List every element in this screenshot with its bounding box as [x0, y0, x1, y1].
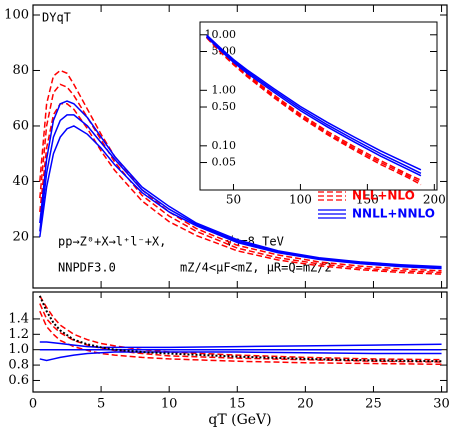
series-line — [39, 69, 442, 272]
x-tick-label: 200 — [423, 193, 446, 207]
x-tick-label: 25 — [365, 397, 382, 412]
y-tick-label: 20 — [12, 229, 29, 244]
x-tick-label: 30 — [433, 397, 450, 412]
y-tick-label: 0.10 — [212, 139, 237, 152]
annotation: √s=8 TeV — [226, 235, 284, 249]
annotation: mZ/4<μF<mZ, μR=Q=mZ/2 — [180, 261, 332, 275]
x-tick-label: 10 — [161, 397, 178, 412]
x-tick-label: 5 — [97, 397, 105, 412]
x-tick-label: 50 — [226, 193, 241, 207]
main-frame — [32, 4, 448, 289]
legend-label: NLL+NLO — [352, 189, 415, 203]
y-tick-label: 10.00 — [205, 28, 237, 41]
series-line — [206, 34, 422, 171]
y-tick-label: 1.0 — [8, 342, 29, 357]
y-tick-label: 100 — [4, 7, 29, 22]
x-axis-label: qT (GeV) — [208, 412, 271, 428]
series-line — [39, 100, 442, 268]
legend-label: NNLL+NNLO — [352, 207, 435, 221]
series-line — [39, 125, 442, 270]
y-tick-label: 40 — [12, 174, 29, 189]
series-line — [39, 341, 442, 349]
series-line — [39, 303, 442, 363]
x-tick-label: 15 — [229, 397, 246, 412]
series-line — [206, 37, 422, 186]
annotation: NNPDF3.0 — [58, 261, 116, 275]
x-tick-label: 150 — [356, 193, 379, 207]
series-line — [206, 36, 422, 177]
series-line — [39, 295, 442, 361]
y-tick-label: 0.8 — [8, 358, 29, 373]
series-line — [206, 35, 422, 174]
series-line — [39, 310, 442, 366]
x-tick-label: 0 — [29, 397, 37, 412]
series-line — [39, 114, 442, 269]
x-tick-label: 20 — [297, 397, 314, 412]
y-tick-label: 1.00 — [212, 83, 237, 96]
y-tick-label: 60 — [12, 118, 29, 133]
ratio-frame — [32, 291, 448, 393]
chart-title: DYqT — [42, 11, 71, 25]
y-tick-label: 0.05 — [212, 156, 237, 169]
y-tick-label: 1.4 — [8, 311, 29, 326]
y-tick-label: 0.6 — [8, 373, 29, 388]
series-line — [38, 295, 442, 363]
x-tick-label: 100 — [289, 193, 312, 207]
annotation: pp→Z⁰+X→l⁺l⁻+X, — [58, 235, 166, 249]
series-line — [39, 351, 442, 362]
y-tick-label: 0.50 — [212, 100, 237, 113]
y-tick-label: 1.2 — [8, 327, 29, 342]
y-tick-label: 80 — [12, 63, 29, 78]
